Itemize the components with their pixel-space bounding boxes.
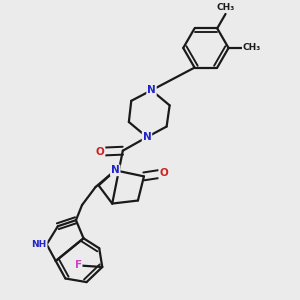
Text: N: N [142,132,152,142]
Text: NH: NH [32,240,47,249]
Text: N: N [147,85,156,95]
Text: CH₃: CH₃ [243,44,261,52]
Text: F: F [74,260,82,271]
Text: N: N [111,165,120,175]
Text: CH₃: CH₃ [216,3,235,12]
Text: O: O [96,147,104,157]
Text: O: O [159,168,168,178]
